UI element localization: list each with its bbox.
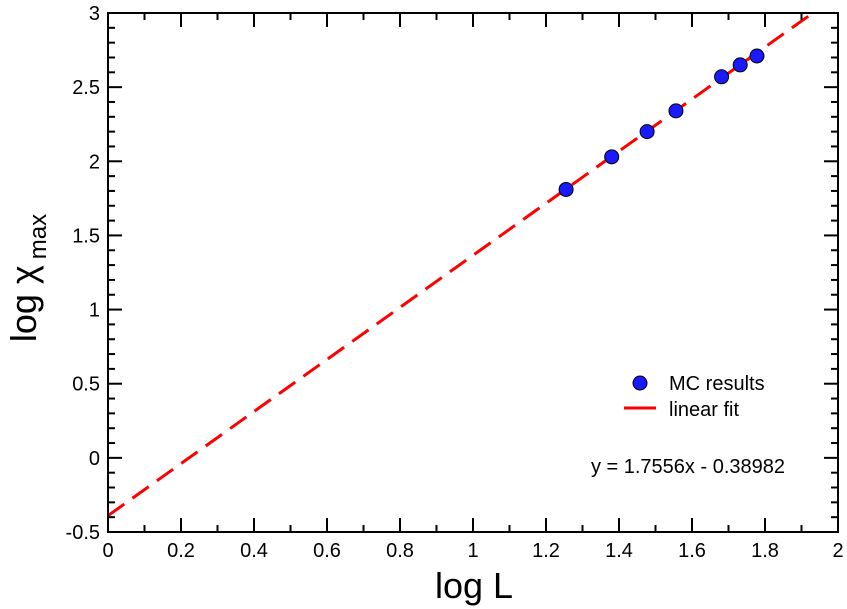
y-tick-label: 2.5 bbox=[72, 77, 100, 99]
legend-label-linear-fit: linear fit bbox=[669, 399, 739, 421]
data-point-mc-result bbox=[639, 124, 655, 140]
x-tick-label: 1.4 bbox=[605, 540, 633, 562]
legend-label-mc-results: MC results bbox=[669, 373, 765, 395]
y-tick-label: 0 bbox=[89, 448, 100, 470]
data-point-mc-result bbox=[604, 149, 620, 165]
x-axis-title: log L bbox=[435, 565, 513, 606]
legend-marker-mc-results bbox=[632, 375, 648, 391]
data-points-layer bbox=[558, 48, 765, 197]
x-tick-label: 1.2 bbox=[532, 540, 560, 562]
x-tick-label: 0.4 bbox=[240, 540, 268, 562]
x-tick-label: 0 bbox=[102, 540, 113, 562]
data-point-mc-result bbox=[558, 181, 574, 197]
x-tick-label: 1 bbox=[467, 540, 478, 562]
y-tick-label: 1 bbox=[89, 300, 100, 322]
fit-equation-annotation: y = 1.7556x - 0.38982 bbox=[591, 456, 785, 478]
x-tick-label: 0.8 bbox=[386, 540, 414, 562]
data-point-mc-result bbox=[749, 48, 765, 64]
x-tick-label: 0.6 bbox=[313, 540, 341, 562]
y-axis-title-main: log χ bbox=[3, 265, 44, 342]
x-tick-label: 2 bbox=[832, 540, 843, 562]
y-tick-label: 0.5 bbox=[72, 374, 100, 396]
y-axis-title: log χ max bbox=[3, 214, 52, 342]
x-tick-label: 1.8 bbox=[751, 540, 779, 562]
x-tick-label: 0.2 bbox=[167, 540, 195, 562]
x-tick-label: 1.6 bbox=[678, 540, 706, 562]
data-point-mc-result bbox=[714, 69, 730, 85]
plot-frame bbox=[107, 12, 839, 533]
data-point-mc-result bbox=[668, 103, 684, 119]
x-axis-tick-labels: 0 0.2 0.4 0.6 0.8 1 1.2 1.4 1.6 1.8 2 bbox=[102, 540, 843, 562]
fit-line-layer bbox=[107, 12, 814, 517]
y-tick-label: 2 bbox=[89, 151, 100, 173]
y-tick-label: 1.5 bbox=[72, 225, 100, 247]
y-axis-title-subscript: max bbox=[25, 214, 52, 259]
y-tick-label: 3 bbox=[89, 3, 100, 25]
data-point-mc-result bbox=[732, 57, 748, 73]
y-axis-ticks bbox=[108, 12, 838, 533]
linear-fit-line bbox=[107, 12, 814, 517]
y-axis-tick-labels: -0.5 0 0.5 1 1.5 2 2.5 3 bbox=[66, 3, 100, 544]
legend: MC results linear fit bbox=[624, 373, 765, 421]
x-axis-ticks bbox=[107, 13, 839, 532]
y-tick-label: -0.5 bbox=[66, 522, 100, 544]
